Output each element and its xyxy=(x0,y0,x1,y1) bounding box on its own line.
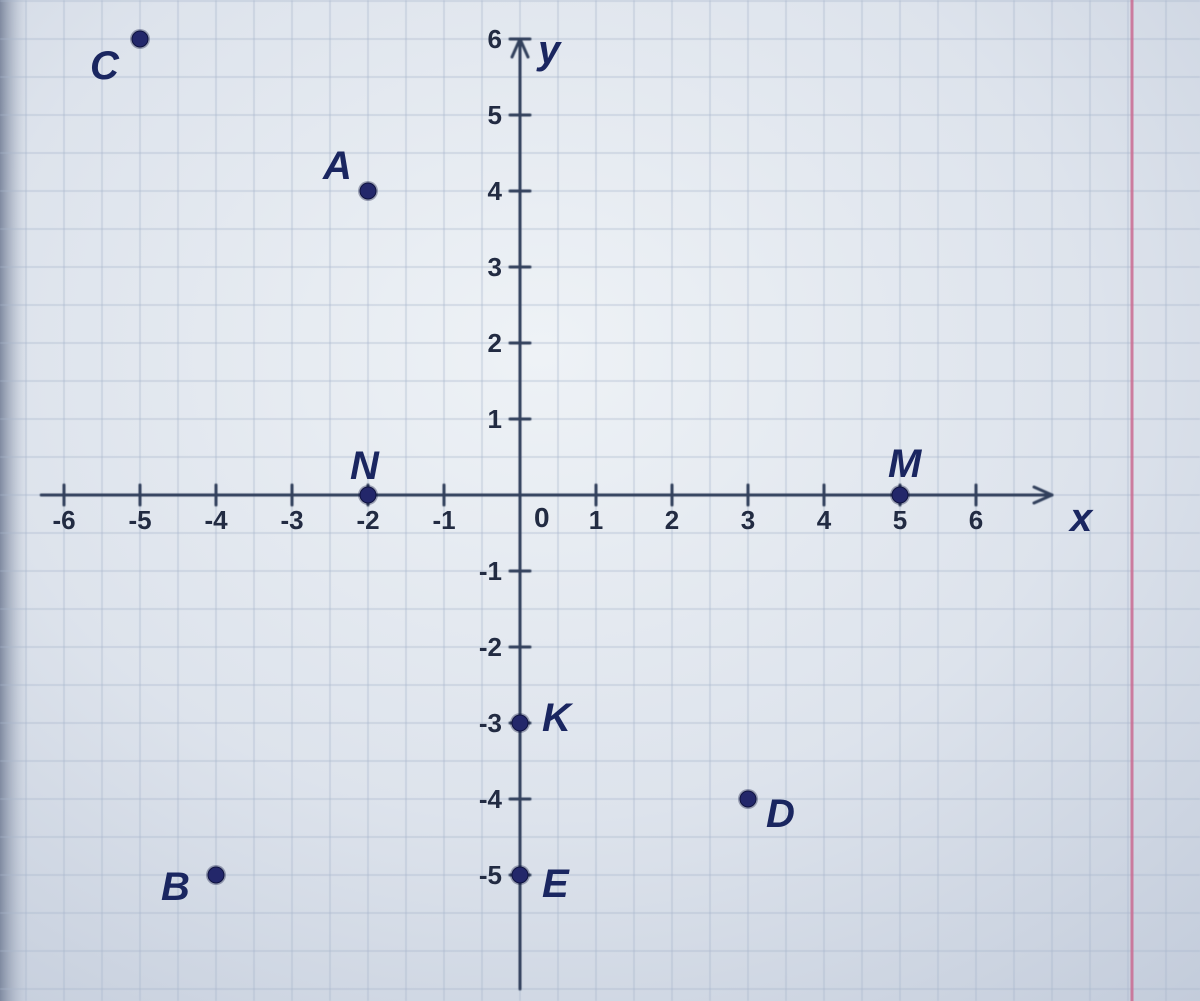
y-tick-label: 2 xyxy=(488,328,502,358)
point-N xyxy=(360,487,376,503)
point-label-N: N xyxy=(350,444,380,488)
point-label-K: K xyxy=(542,696,574,740)
x-tick-label: -5 xyxy=(128,505,151,535)
x-tick-label: 6 xyxy=(969,505,983,535)
binding-shadow xyxy=(0,0,70,1001)
y-tick-label: 3 xyxy=(488,252,502,282)
point-A xyxy=(360,183,376,199)
y-tick-label: 5 xyxy=(488,100,502,130)
point-label-B: B xyxy=(161,865,190,909)
x-tick-label: 1 xyxy=(589,505,603,535)
x-tick-label: -4 xyxy=(204,505,228,535)
point-label-M: M xyxy=(888,442,923,486)
x-tick-label: -2 xyxy=(356,505,379,535)
point-label-C: C xyxy=(90,44,120,88)
point-E xyxy=(512,867,528,883)
point-K xyxy=(512,715,528,731)
graph-paper-photo: -6 -5 -4 -3 -2 -1 1 2 3 4 5 6 -5 -4 -3 -2 -1 1 2 3 4 5 6 0 x y C… xyxy=(0,0,1200,1001)
x-tick-label: 5 xyxy=(893,505,907,535)
point-M xyxy=(892,487,908,503)
y-tick-label: -3 xyxy=(479,708,502,738)
y-tick-label: -4 xyxy=(479,784,503,814)
x-axis-label: x xyxy=(1068,496,1094,540)
point-label-A: A xyxy=(322,144,352,188)
point-D xyxy=(740,791,756,807)
x-tick-label: -6 xyxy=(52,505,75,535)
y-axis-label: y xyxy=(536,28,562,72)
y-tick-label: 6 xyxy=(488,24,502,54)
paper-background xyxy=(0,0,1200,1001)
x-tick-label: 2 xyxy=(665,505,679,535)
y-tick-label: -5 xyxy=(479,860,502,890)
x-tick-label: -1 xyxy=(432,505,455,535)
y-tick-label: 1 xyxy=(488,404,502,434)
y-tick-label: -2 xyxy=(479,632,502,662)
point-C xyxy=(132,31,148,47)
x-tick-label: -3 xyxy=(280,505,303,535)
point-label-E: E xyxy=(542,862,570,906)
origin-label: 0 xyxy=(534,502,550,533)
x-tick-label: 3 xyxy=(741,505,755,535)
point-B xyxy=(208,867,224,883)
x-tick-label: 4 xyxy=(817,505,832,535)
coordinate-plane-svg: -6 -5 -4 -3 -2 -1 1 2 3 4 5 6 -5 -4 -3 -2 -1 1 2 3 4 5 6 0 x y C… xyxy=(0,0,1200,1001)
point-label-D: D xyxy=(766,792,795,836)
y-tick-label: -1 xyxy=(479,556,502,586)
y-tick-label: 4 xyxy=(488,176,503,206)
